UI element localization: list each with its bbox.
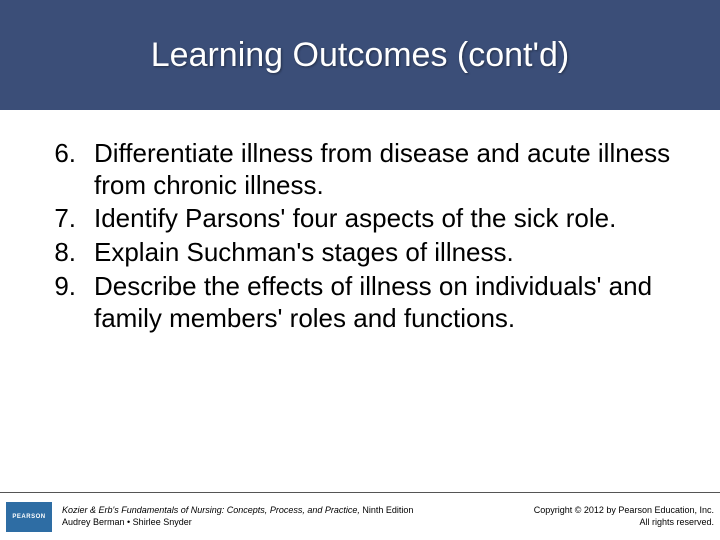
footer-book-edition: Ninth Edition: [360, 505, 414, 515]
slide-title: Learning Outcomes (cont'd): [151, 36, 569, 75]
pearson-logo: PEARSON: [6, 502, 52, 532]
slide-footer: PEARSON Kozier & Erb's Fundamentals of N…: [0, 492, 720, 540]
list-item-number: 9.: [40, 271, 94, 334]
list-item: 9. Describe the effects of illness on in…: [40, 271, 680, 334]
footer-copyright-line1: Copyright © 2012 by Pearson Education, I…: [534, 505, 714, 515]
list-item: 7. Identify Parsons' four aspects of the…: [40, 203, 680, 235]
footer-copyright: Copyright © 2012 by Pearson Education, I…: [534, 505, 714, 528]
list-item: 8. Explain Suchman's stages of illness.: [40, 237, 680, 269]
list-item-text: Describe the effects of illness on indiv…: [94, 271, 680, 334]
list-item-text: Differentiate illness from disease and a…: [94, 138, 680, 201]
footer-book-title: Kozier & Erb's Fundamentals of Nursing: …: [62, 505, 360, 515]
outcome-list: 6. Differentiate illness from disease an…: [40, 138, 680, 334]
list-item-text: Explain Suchman's stages of illness.: [94, 237, 680, 269]
footer-book-info: Kozier & Erb's Fundamentals of Nursing: …: [62, 505, 534, 528]
slide-body: 6. Differentiate illness from disease an…: [0, 110, 720, 334]
footer-authors: Audrey Berman • Shirlee Snyder: [62, 517, 192, 527]
list-item-number: 8.: [40, 237, 94, 269]
list-item-number: 7.: [40, 203, 94, 235]
list-item-text: Identify Parsons' four aspects of the si…: [94, 203, 680, 235]
list-item-number: 6.: [40, 138, 94, 201]
title-band: Learning Outcomes (cont'd): [0, 0, 720, 110]
list-item: 6. Differentiate illness from disease an…: [40, 138, 680, 201]
pearson-logo-text: PEARSON: [12, 514, 45, 520]
footer-copyright-line2: All rights reserved.: [639, 517, 714, 527]
